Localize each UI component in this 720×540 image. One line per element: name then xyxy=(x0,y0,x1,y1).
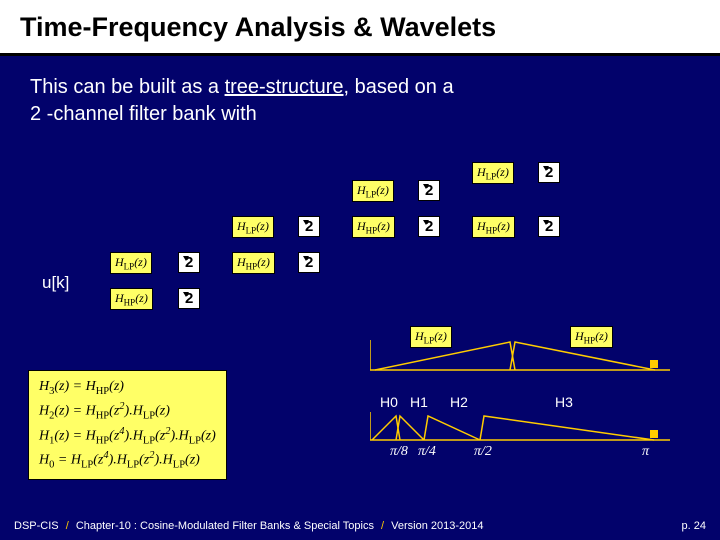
footer: DSP-CIS / Chapter-10 : Cosine-Modulated … xyxy=(14,520,706,532)
equation-line: H3(z) = HHP(z) xyxy=(39,377,216,399)
downsample-box: 2 xyxy=(418,180,440,201)
spectrum-band-label: H1 xyxy=(410,394,428,410)
equation-line: H0 = HLP(z4).HLP(z2).HLP(z) xyxy=(39,448,216,473)
body-line1b: , based on a xyxy=(344,76,454,98)
input-label: u[k] xyxy=(42,273,69,293)
filter-hp-box: HHP(z) xyxy=(472,216,515,238)
footer-part-0: DSP-CIS xyxy=(14,520,59,532)
downsample-box: 2 xyxy=(418,216,440,237)
filter-lp-box: HLP(z) xyxy=(110,252,152,274)
footer-part-2: Version 2013-2014 xyxy=(391,520,483,532)
spectrum-band-label: H2 xyxy=(450,394,468,410)
downsample-box: 2 xyxy=(538,216,560,237)
spectrum-tick-label: π/8 xyxy=(390,444,408,460)
spectrum-tick-label: π/2 xyxy=(474,444,492,460)
equation-line: H2(z) = HHP(z2).HLP(z) xyxy=(39,399,216,424)
spectrum-filter-label: HLP(z) xyxy=(410,326,452,348)
footer-part-1: Chapter-10 : Cosine-Modulated Filter Ban… xyxy=(76,520,374,532)
footer-right: p. 24 xyxy=(682,520,706,532)
equations-panel: H3(z) = HHP(z)H2(z) = HHP(z2).HLP(z)H1(z… xyxy=(28,370,227,480)
spectrum-filter-label: HHP(z) xyxy=(570,326,613,348)
equation-line: H1(z) = HHP(z4).HLP(z2).HLP(z) xyxy=(39,424,216,449)
downsample-box: 2 xyxy=(178,252,200,273)
filter-hp-box: HHP(z) xyxy=(232,252,275,274)
spectrum-band-label: H3 xyxy=(555,394,573,410)
footer-left: DSP-CIS / Chapter-10 : Cosine-Modulated … xyxy=(14,520,484,532)
spectrum-tick-label: π/4 xyxy=(418,444,436,460)
downsample-box: 2 xyxy=(538,162,560,183)
body-underlined: tree-structure xyxy=(225,76,344,98)
filter-lp-box: HLP(z) xyxy=(352,180,394,202)
spectrum-diagram: HLP(z)HHP(z) H0H1H2H3 π/8π/4π/2π xyxy=(370,330,690,470)
footer-sep-1: / xyxy=(62,520,73,532)
downsample-box: 2 xyxy=(298,216,320,237)
downsample-box: 2 xyxy=(298,252,320,273)
spectrum-tick-label: π xyxy=(642,444,649,460)
body-text: This can be built as a tree-structure, b… xyxy=(0,56,720,128)
body-line2: 2 -channel filter bank with xyxy=(30,103,257,125)
spectrum-band-label: H0 xyxy=(380,394,398,410)
title-bar: Time-Frequency Analysis & Wavelets xyxy=(0,0,720,56)
filter-lp-box: HLP(z) xyxy=(472,162,514,184)
slide-title: Time-Frequency Analysis & Wavelets xyxy=(20,12,700,43)
footer-sep-2: / xyxy=(377,520,388,532)
filter-lp-box: HLP(z) xyxy=(232,216,274,238)
downsample-box: 2 xyxy=(178,288,200,309)
filter-hp-box: HHP(z) xyxy=(352,216,395,238)
body-line1a: This can be built as a xyxy=(30,76,225,98)
filter-hp-box: HHP(z) xyxy=(110,288,153,310)
